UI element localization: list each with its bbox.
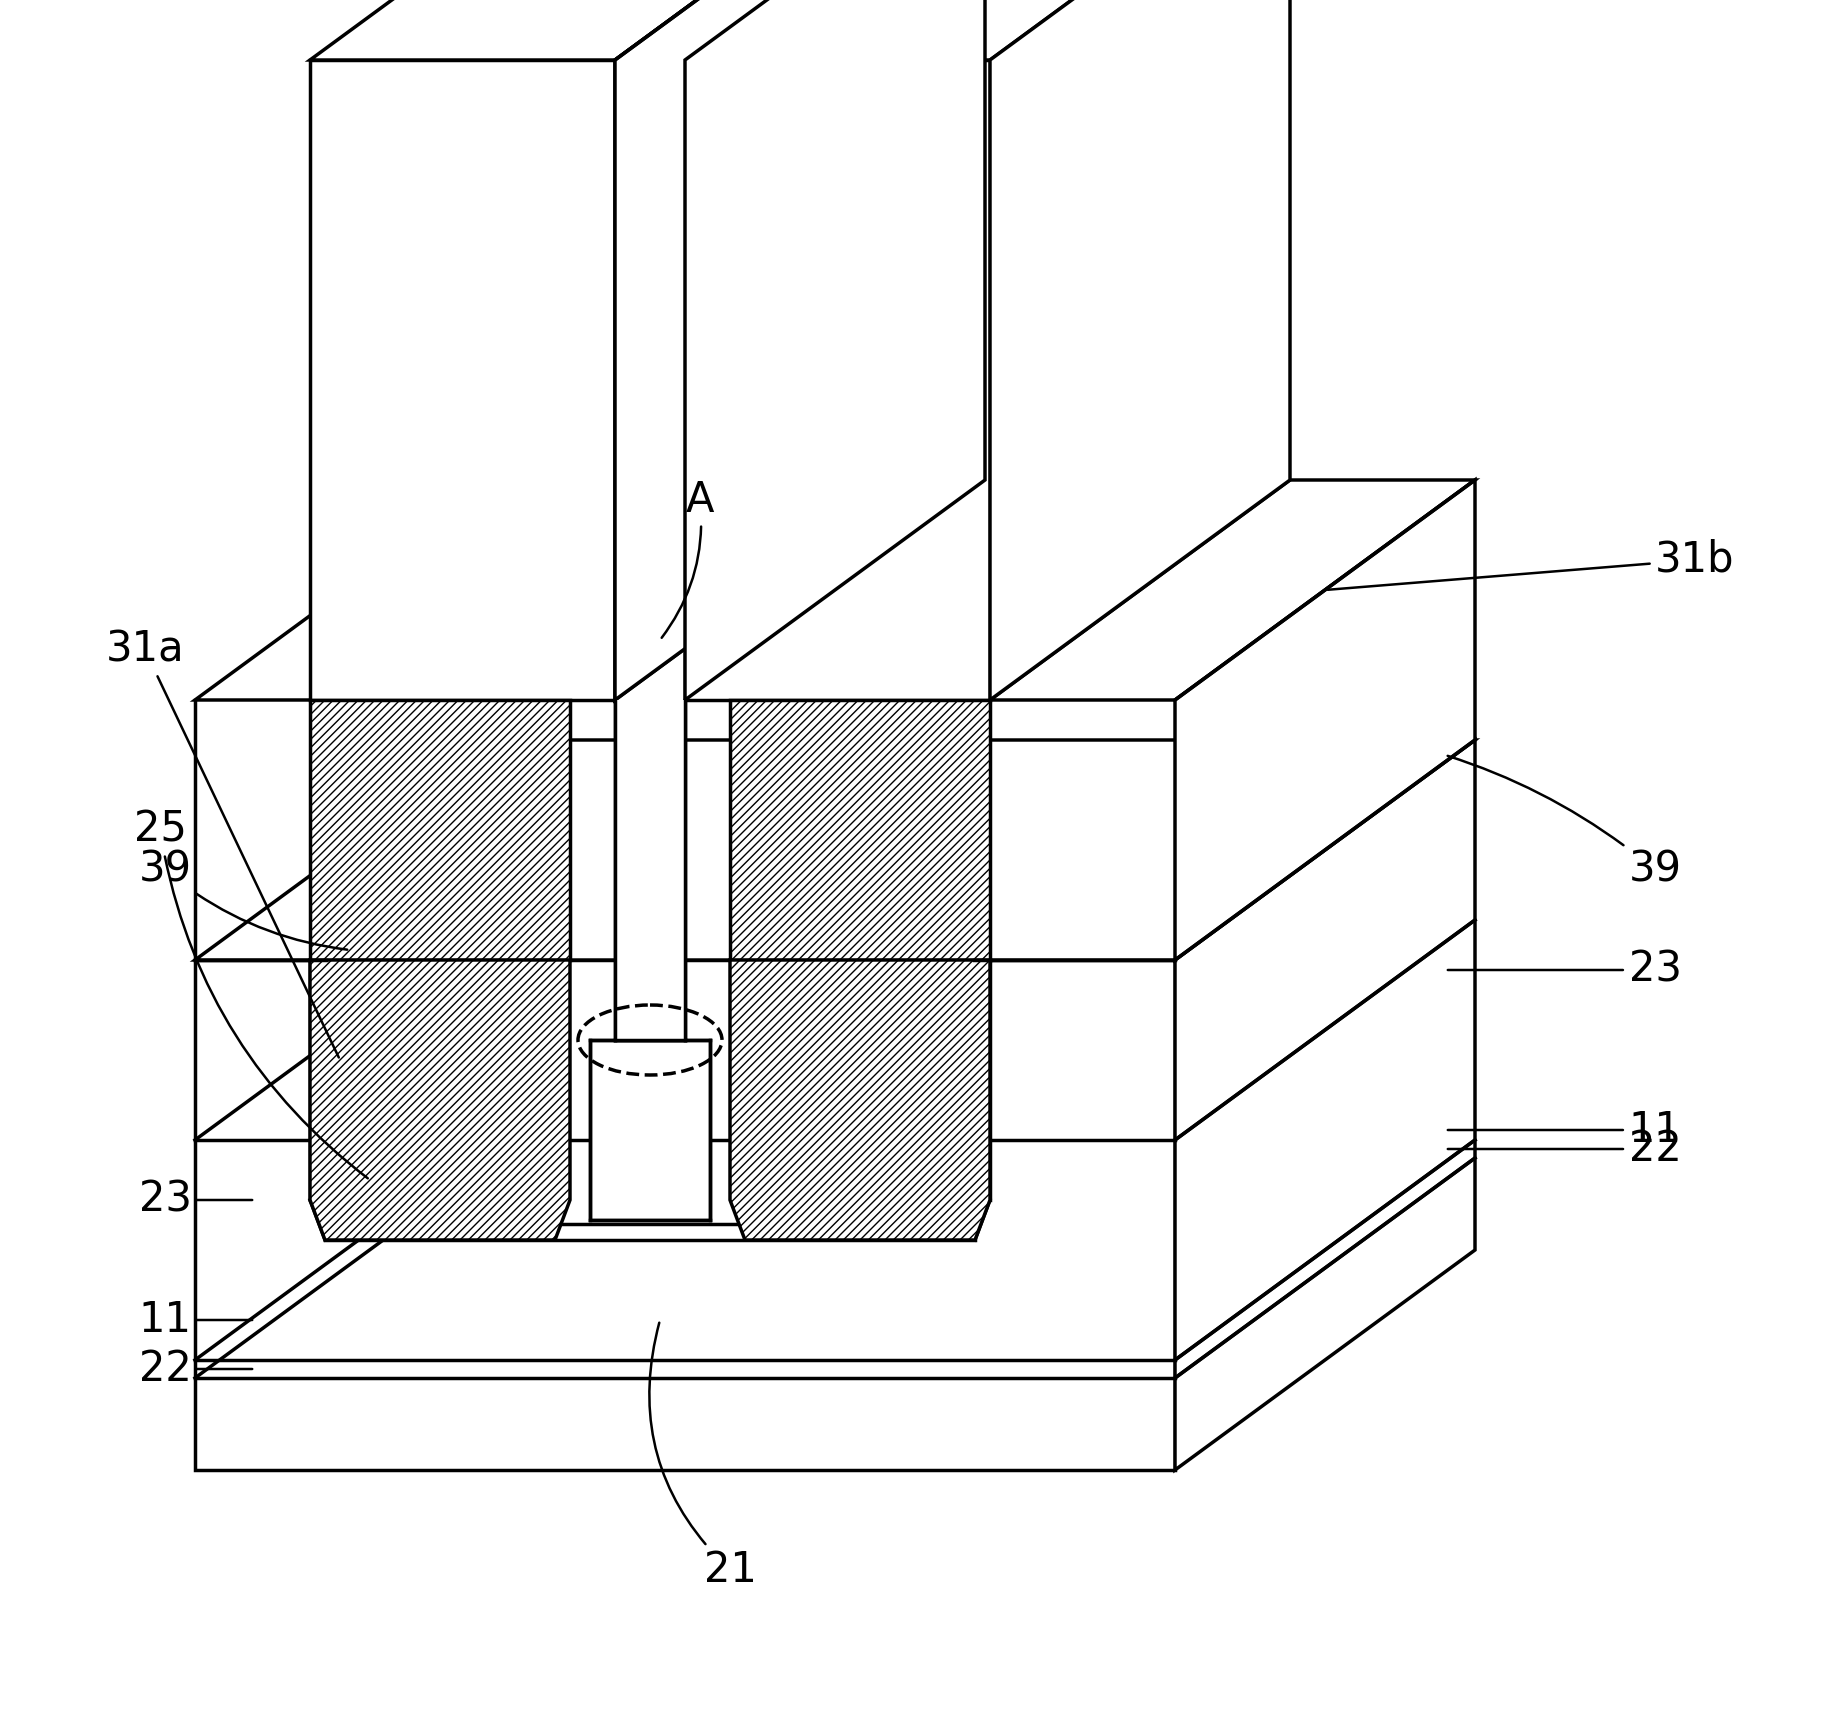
Text: 11: 11 (138, 1299, 253, 1342)
Text: 23: 23 (138, 1178, 253, 1221)
Polygon shape (989, 480, 1475, 700)
Polygon shape (685, 60, 989, 700)
Text: 31b: 31b (1327, 538, 1735, 590)
Polygon shape (989, 0, 1290, 700)
Polygon shape (615, 700, 685, 1041)
Polygon shape (615, 0, 916, 700)
Polygon shape (1176, 480, 1475, 960)
Polygon shape (591, 1041, 711, 1219)
Text: 31a: 31a (105, 630, 340, 1058)
Polygon shape (196, 740, 1475, 960)
Polygon shape (685, 0, 1290, 60)
Text: A: A (661, 478, 714, 638)
Text: 25: 25 (133, 808, 367, 1178)
Polygon shape (310, 60, 615, 700)
Polygon shape (615, 0, 916, 700)
Polygon shape (1176, 740, 1475, 1471)
Text: 39: 39 (138, 850, 347, 949)
Polygon shape (196, 480, 609, 700)
Polygon shape (310, 700, 570, 960)
Text: 11: 11 (1447, 1109, 1682, 1151)
Polygon shape (310, 960, 570, 1240)
Polygon shape (310, 0, 916, 60)
Polygon shape (729, 960, 989, 1240)
Text: 22: 22 (1447, 1128, 1682, 1170)
Polygon shape (729, 700, 989, 960)
Polygon shape (685, 0, 986, 700)
Text: 39: 39 (1447, 755, 1682, 891)
Text: 22: 22 (138, 1348, 253, 1390)
Text: 21: 21 (650, 1323, 757, 1591)
Polygon shape (196, 960, 1176, 1471)
Text: 23: 23 (1447, 949, 1682, 991)
